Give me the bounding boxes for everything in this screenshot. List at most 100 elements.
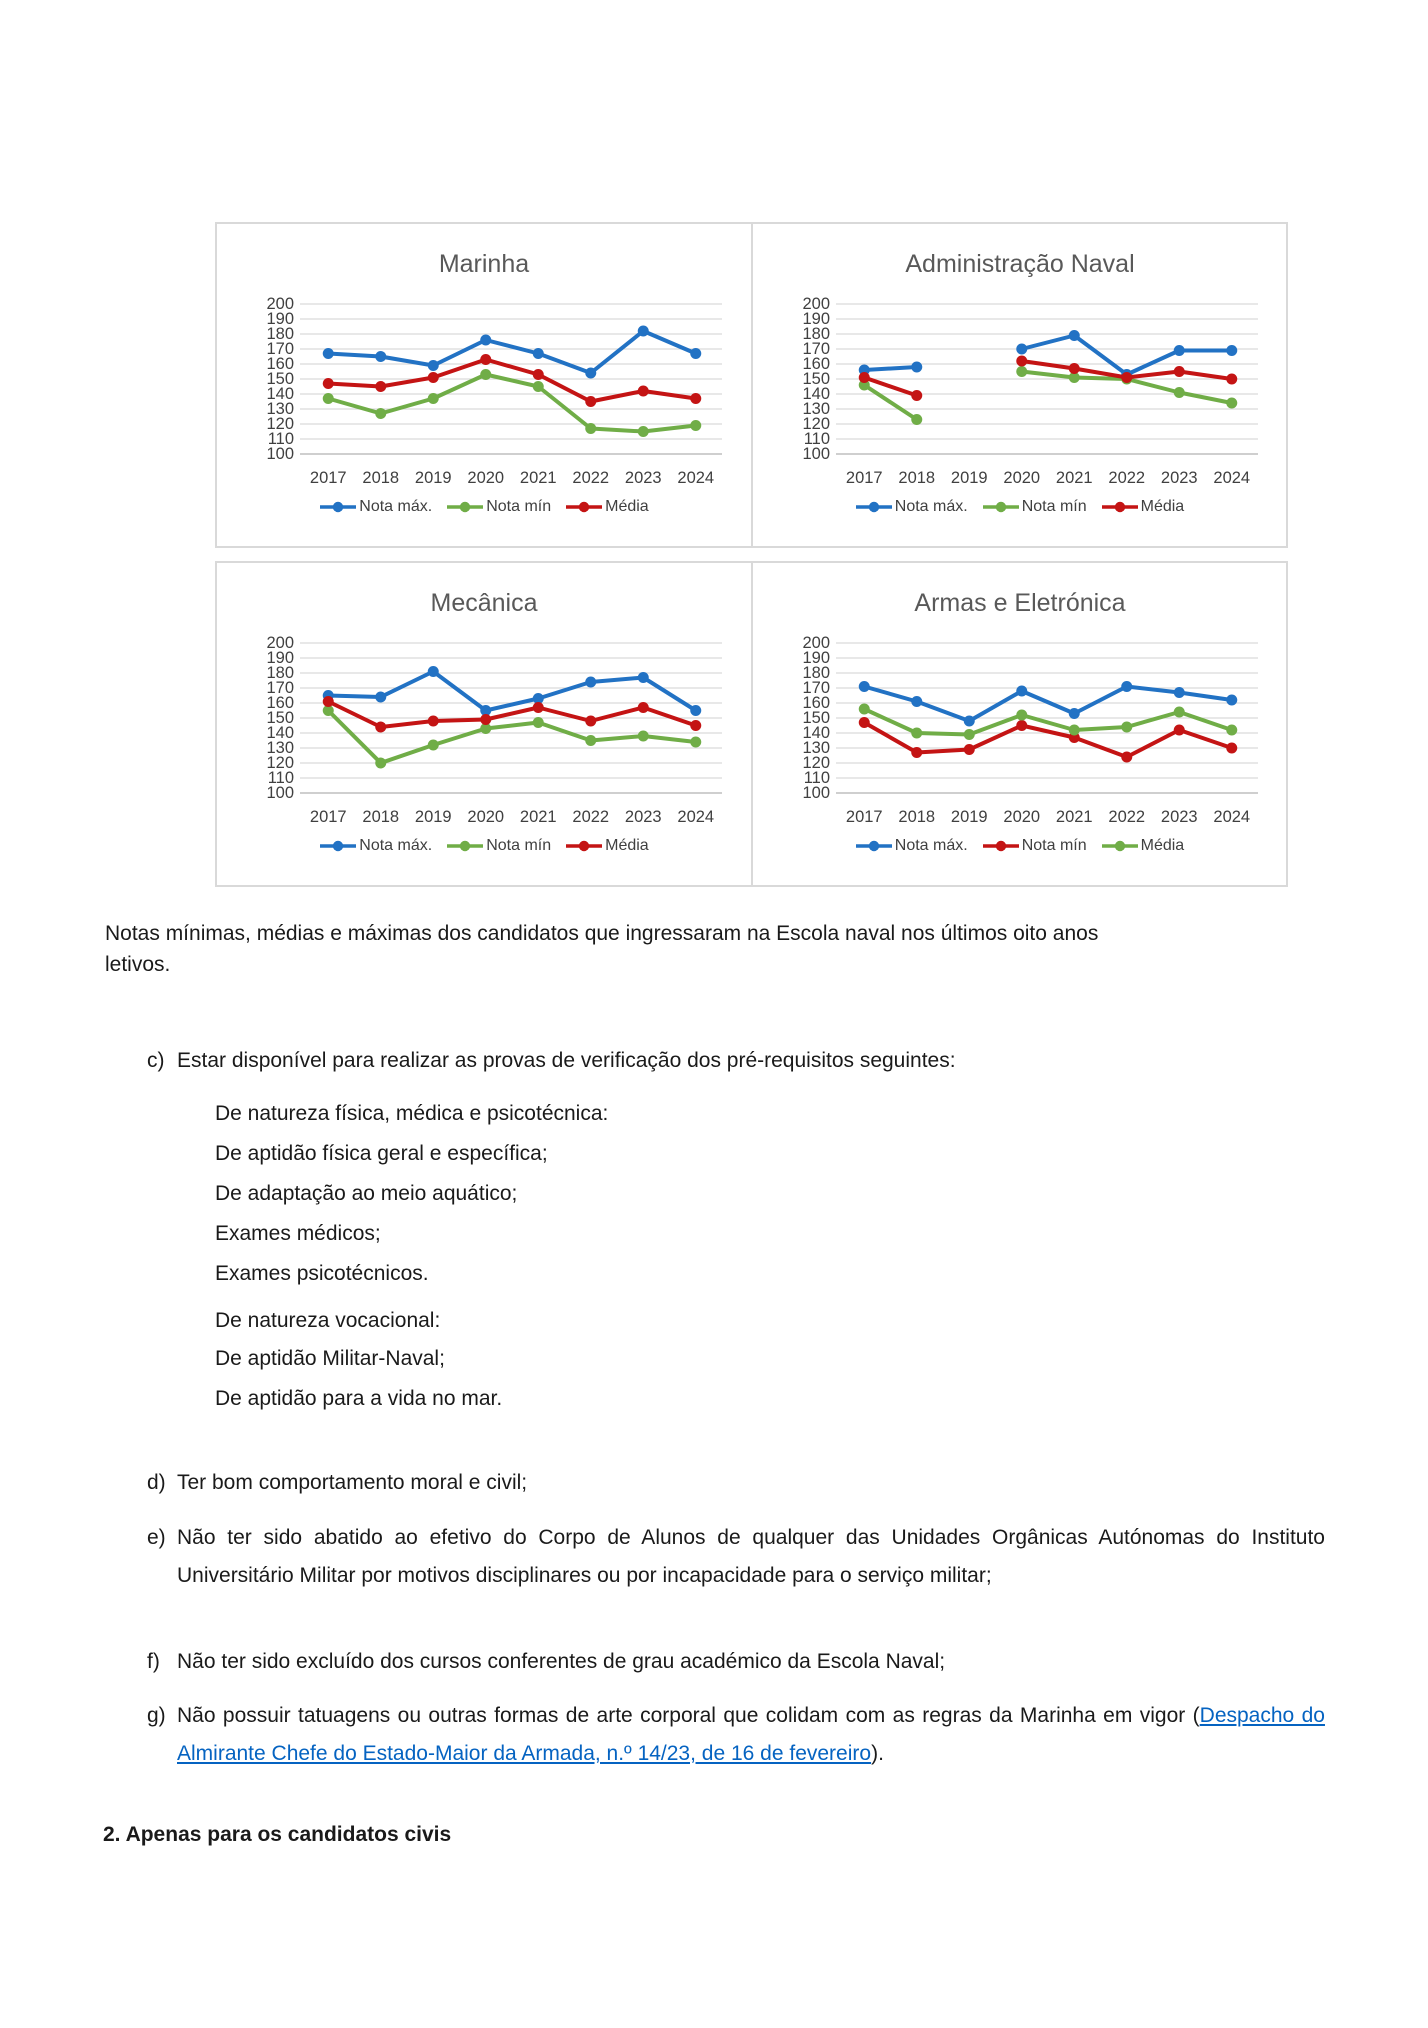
svg-text:2022: 2022: [572, 469, 609, 487]
legend-label: Nota mín: [1021, 498, 1087, 515]
sub-list-item: Exames psicotécnicos.: [215, 1262, 429, 1285]
list-item-label: c): [147, 1049, 165, 1072]
svg-text:2023: 2023: [1160, 808, 1197, 826]
svg-text:140: 140: [802, 385, 830, 403]
list-item-text: Ter bom comportamento moral e civil;: [177, 1471, 528, 1494]
svg-text:200: 200: [266, 634, 294, 652]
despacho-link[interactable]: Despacho do Almirante Chefe do Estado-Ma…: [177, 1704, 1325, 1765]
section-2-heading: 2. Apenas para os candidatos civis: [103, 1823, 452, 1846]
svg-text:2023: 2023: [625, 469, 662, 487]
legend-label: Nota máx.: [894, 498, 968, 515]
list-item-text: Estar disponível para realizar as provas…: [177, 1049, 956, 1072]
legend-entry: Nota mín: [446, 837, 551, 855]
svg-text:2017: 2017: [845, 808, 882, 826]
svg-text:2024: 2024: [1213, 469, 1250, 487]
svg-text:2024: 2024: [1213, 808, 1250, 826]
chart-legend: Nota máx. Nota mín Média: [855, 837, 1184, 855]
svg-text:130: 130: [266, 739, 294, 757]
chart-title: Mecânica: [431, 589, 538, 617]
legend-label: Média: [605, 837, 649, 854]
svg-text:120: 120: [266, 415, 294, 433]
svg-text:2022: 2022: [572, 808, 609, 826]
svg-text:160: 160: [266, 355, 294, 373]
gridlines: [300, 642, 722, 794]
legend-marker-icon: [320, 840, 357, 852]
chart-box-top: Marinha 100 110 120 130 140 150 160 170 180 190 200…: [215, 222, 1288, 548]
gridlines: [835, 303, 1258, 455]
legend-marker-icon: [566, 840, 603, 852]
legend-entry: Nota máx.: [319, 837, 432, 855]
svg-text:200: 200: [802, 634, 830, 652]
svg-text:180: 180: [266, 664, 294, 682]
series-m-dia: [322, 696, 702, 733]
legend-entry: Média: [565, 837, 649, 855]
svg-text:120: 120: [802, 754, 830, 772]
svg-text:190: 190: [802, 310, 830, 328]
list-item-d: d) Ter bom comportamento moral e civil;: [147, 1468, 1325, 1498]
legend-marker-icon: [1101, 840, 1138, 852]
list-item-e: e) Não ter sido abatido ao efetivo do Co…: [147, 1519, 1325, 1595]
legend-entry: Nota mín: [982, 498, 1087, 516]
chart-title: Administração Naval: [905, 250, 1134, 278]
svg-text:160: 160: [802, 694, 830, 712]
svg-text:2017: 2017: [310, 808, 347, 826]
legend-marker-icon: [320, 501, 357, 513]
svg-text:170: 170: [802, 679, 830, 697]
chart-panel-mecanica: Mecânica 100 110 120 130 140 150 160 170 180 190 20…: [217, 563, 751, 885]
svg-text:180: 180: [266, 325, 294, 343]
svg-text:130: 130: [802, 739, 830, 757]
legend-marker-icon: [982, 501, 1019, 513]
svg-text:2020: 2020: [467, 808, 504, 826]
series-nota-m-n: [322, 369, 702, 437]
chart-title: Marinha: [439, 250, 529, 278]
svg-text:170: 170: [266, 679, 294, 697]
svg-text:110: 110: [268, 769, 294, 787]
svg-text:150: 150: [802, 370, 830, 388]
svg-text:150: 150: [266, 709, 294, 727]
svg-text:110: 110: [803, 430, 829, 448]
series-m-dia: [322, 354, 702, 407]
svg-text:120: 120: [802, 415, 830, 433]
svg-text:190: 190: [802, 649, 830, 667]
svg-text:130: 130: [266, 400, 294, 418]
svg-text:140: 140: [266, 724, 294, 742]
chart-legend: Nota máx. Nota mín Média: [855, 498, 1184, 516]
list-item-f: f) Não ter sido excluído dos cursos conf…: [147, 1647, 1325, 1677]
sub-list-item: De natureza física, médica e psicotécnic…: [215, 1102, 609, 1125]
g-text-prefix: Não possuir tatuagens ou outras formas d…: [177, 1704, 1200, 1727]
legend-label: Nota máx.: [894, 837, 968, 854]
svg-text:180: 180: [802, 664, 830, 682]
svg-text:160: 160: [802, 355, 830, 373]
legend-label: Média: [605, 498, 649, 515]
svg-text:2023: 2023: [1160, 469, 1197, 487]
caption-line: Notas mínimas, médias e máximas dos cand…: [105, 922, 1099, 945]
x-axis-ticks: 2017 2018 2019 2020 2021 2022 2023 2024: [310, 469, 714, 487]
series-nota-m-n: [858, 717, 1237, 763]
svg-text:100: 100: [802, 445, 830, 463]
sub-list-item: De aptidão física geral e específica;: [215, 1142, 548, 1165]
svg-text:2024: 2024: [677, 469, 714, 487]
svg-text:2020: 2020: [1003, 469, 1040, 487]
legend-entry: Nota mín: [982, 837, 1087, 855]
svg-text:130: 130: [802, 400, 830, 418]
chart-title: Armas e Eletrónica: [914, 589, 1125, 617]
charts-figure: Marinha 100 110 120 130 140 150 160 170 180 190 200…: [215, 222, 1288, 887]
svg-text:190: 190: [266, 649, 294, 667]
g-text-suffix: ).: [871, 1742, 884, 1765]
administra-o-naval-plot: Administração Naval 100110120130140150160…: [802, 250, 1258, 487]
legend-marker-icon: [447, 840, 484, 852]
svg-text:170: 170: [802, 340, 830, 358]
list-item-text: Não ter sido excluído dos cursos confere…: [177, 1650, 946, 1673]
legend-label: Nota mín: [1021, 837, 1087, 854]
chart-panel-armas-eletronica: Armas e Eletrónica 100 110 120 130 140 150 160 1…: [751, 563, 1286, 885]
legend-marker-icon: [566, 501, 603, 513]
chart-legend: Nota máx. Nota mín Média: [319, 498, 649, 516]
list-item-label: e): [147, 1526, 166, 1549]
series-nota-m-n: [858, 366, 1237, 425]
list-item-label: d): [147, 1471, 166, 1494]
sub-list-item: Exames médicos;: [215, 1222, 381, 1245]
svg-text:100: 100: [266, 784, 294, 802]
